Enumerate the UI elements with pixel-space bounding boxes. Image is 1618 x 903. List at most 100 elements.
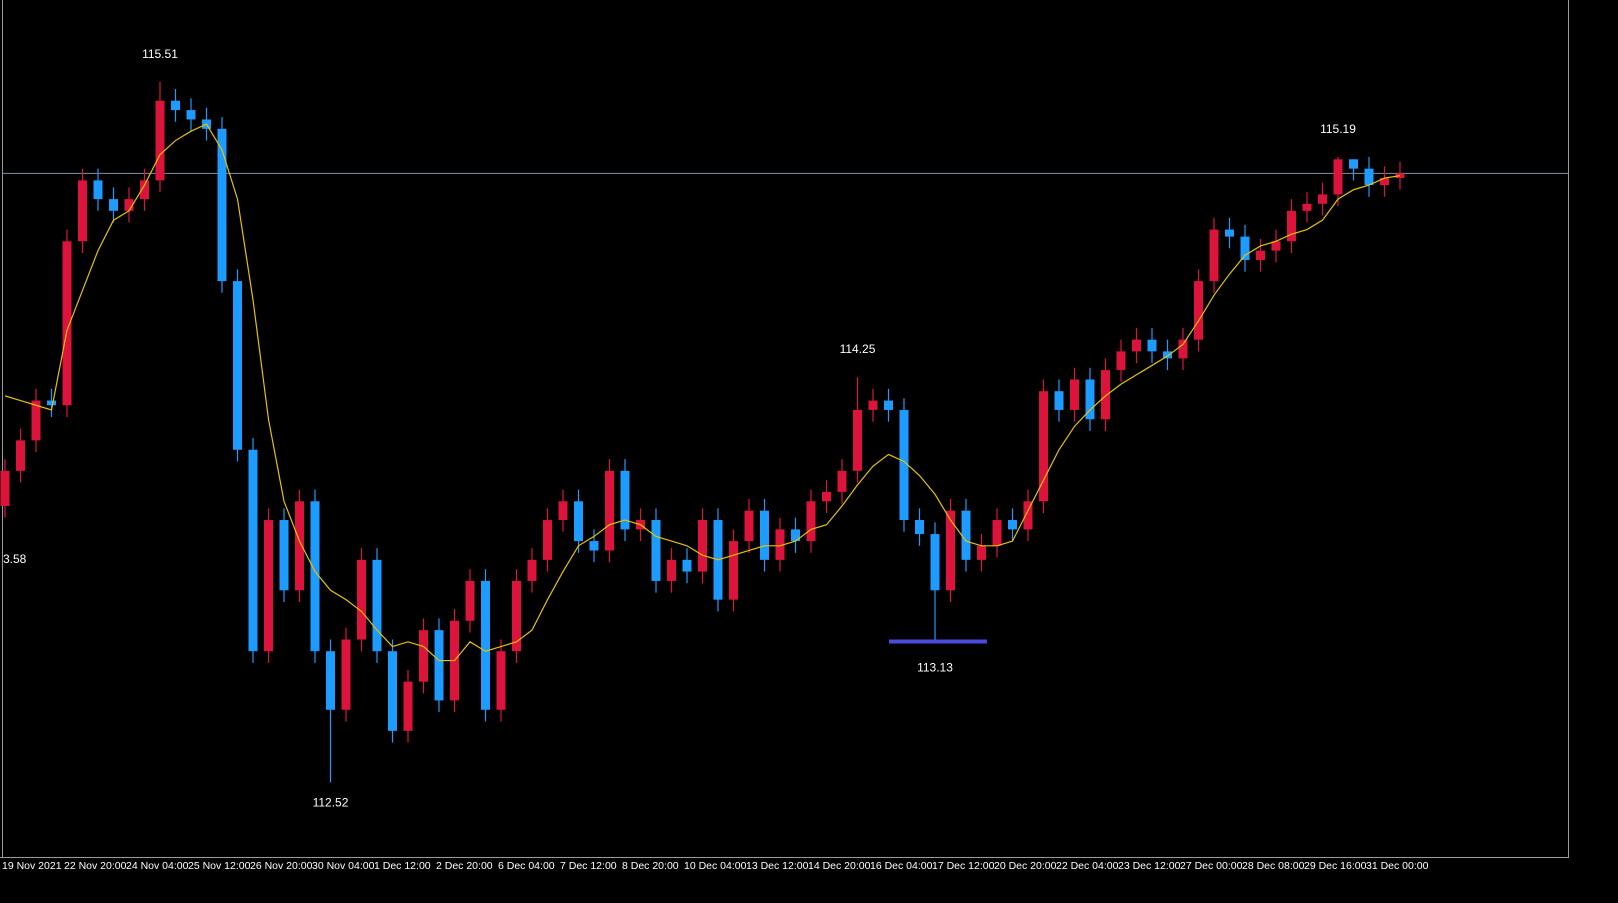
candle-body — [1287, 210, 1296, 242]
candle-body — [1132, 339, 1141, 352]
candle-body — [1194, 281, 1203, 340]
candle-body — [1039, 391, 1048, 502]
candle-body — [1070, 379, 1079, 410]
candle-body — [481, 580, 490, 710]
x-tick-label: 1 Dec 12:00 — [374, 860, 431, 872]
candle-body — [992, 520, 1002, 546]
x-tick-label: 23 Dec 12:00 — [1118, 860, 1181, 872]
candle-body — [109, 199, 118, 211]
candle-body — [558, 501, 568, 521]
candle-body — [868, 400, 878, 410]
x-tick-label: 31 Dec 00:00 — [1366, 860, 1429, 872]
candle-body — [171, 100, 180, 111]
x-tick-label: 8 Dec 20:00 — [622, 860, 679, 872]
candle-body — [589, 541, 599, 551]
x-tick-label: 28 Dec 08:00 — [1242, 860, 1305, 872]
x-tick-label: 17 Dec 12:00 — [932, 860, 995, 872]
x-tick-label: 10 Dec 04:00 — [684, 860, 747, 872]
x-tick-label: 6 Dec 04:00 — [498, 860, 555, 872]
candle-body — [93, 180, 103, 200]
candle-body — [310, 501, 320, 652]
candle-body — [946, 510, 955, 591]
moving-average — [4, 123, 1401, 662]
x-tick-label: 7 Dec 12:00 — [560, 860, 617, 872]
x-tick-label: 29 Dec 16:00 — [1304, 860, 1367, 872]
candle-body — [1054, 391, 1064, 410]
candle-body — [1333, 159, 1343, 195]
price-annotation: 112.52 — [313, 795, 349, 809]
candle-body — [977, 545, 986, 560]
candle-body — [1085, 379, 1095, 420]
candle-body — [574, 501, 583, 542]
price-annotation: 115.51 — [142, 47, 178, 61]
price-annotation: 114.25 — [840, 342, 876, 356]
candle-body — [1256, 250, 1265, 261]
candle-body — [1023, 501, 1033, 530]
candle-body — [899, 409, 909, 521]
candle-body — [279, 520, 289, 591]
candle-body — [248, 449, 258, 652]
candle-body — [403, 681, 413, 731]
candle-body — [31, 400, 41, 441]
candle-body — [1240, 236, 1250, 261]
candle-body — [527, 559, 537, 581]
candle-body — [853, 409, 862, 471]
x-tick-label: 22 Dec 04:00 — [1056, 860, 1119, 872]
candle-body — [698, 520, 707, 572]
candle-body — [791, 529, 800, 542]
candle-body — [930, 534, 940, 591]
candle-body — [496, 651, 506, 710]
x-tick-label: 14 Dec 20:00 — [808, 860, 871, 872]
candle-body — [682, 559, 692, 572]
candle-body — [1101, 370, 1110, 420]
candle-body — [620, 470, 630, 530]
candle-body — [775, 529, 785, 560]
candle-body — [605, 470, 614, 551]
x-tick-label: 20 Dec 20:00 — [994, 860, 1057, 872]
candle-body — [357, 559, 366, 640]
candle-body — [760, 510, 769, 560]
candle-body — [1178, 339, 1188, 359]
candle-body — [217, 128, 227, 282]
candle-body — [1008, 520, 1017, 530]
candle-body — [233, 281, 242, 450]
x-tick-label: 16 Dec 04:00 — [870, 860, 933, 872]
candle-body — [0, 470, 10, 506]
candle-body — [1349, 159, 1358, 169]
candle-body — [915, 520, 924, 535]
candle-body — [1318, 194, 1327, 204]
x-tick-label: 25 Nov 12:00 — [188, 860, 251, 872]
candle-body — [465, 580, 475, 621]
candle-body — [295, 501, 304, 591]
price-annotation: 115.19 — [1320, 122, 1356, 136]
x-tick-label: 27 Dec 00:00 — [1180, 860, 1243, 872]
candle-body — [78, 180, 87, 242]
candle-body — [729, 541, 738, 600]
candle-body — [822, 491, 831, 502]
x-tick-label: 22 Nov 20:00 — [64, 860, 127, 872]
x-tick-label: 26 Nov 20:00 — [250, 860, 313, 872]
candle-body — [1147, 339, 1157, 352]
x-tick-label: 19 Nov 2021 — [2, 860, 62, 872]
x-tick-label: 30 Nov 04:00 — [312, 860, 375, 872]
candle-body — [419, 630, 428, 682]
candle-body — [155, 100, 165, 181]
candle-body — [434, 630, 444, 701]
candle-body — [512, 580, 521, 652]
candle-body — [1302, 203, 1312, 211]
candle-body — [124, 199, 134, 211]
x-tick-label: 24 Nov 04:00 — [126, 860, 189, 872]
candle-body — [264, 520, 273, 652]
candle-body — [1380, 178, 1389, 186]
candle-body — [1225, 229, 1234, 237]
candle-body — [16, 440, 25, 471]
candle-body — [744, 510, 754, 542]
candle-body — [388, 651, 397, 731]
candle-body — [543, 520, 552, 560]
candle-body — [186, 110, 196, 120]
edge-label: 3.58 — [3, 552, 27, 566]
candle-body — [341, 639, 351, 710]
